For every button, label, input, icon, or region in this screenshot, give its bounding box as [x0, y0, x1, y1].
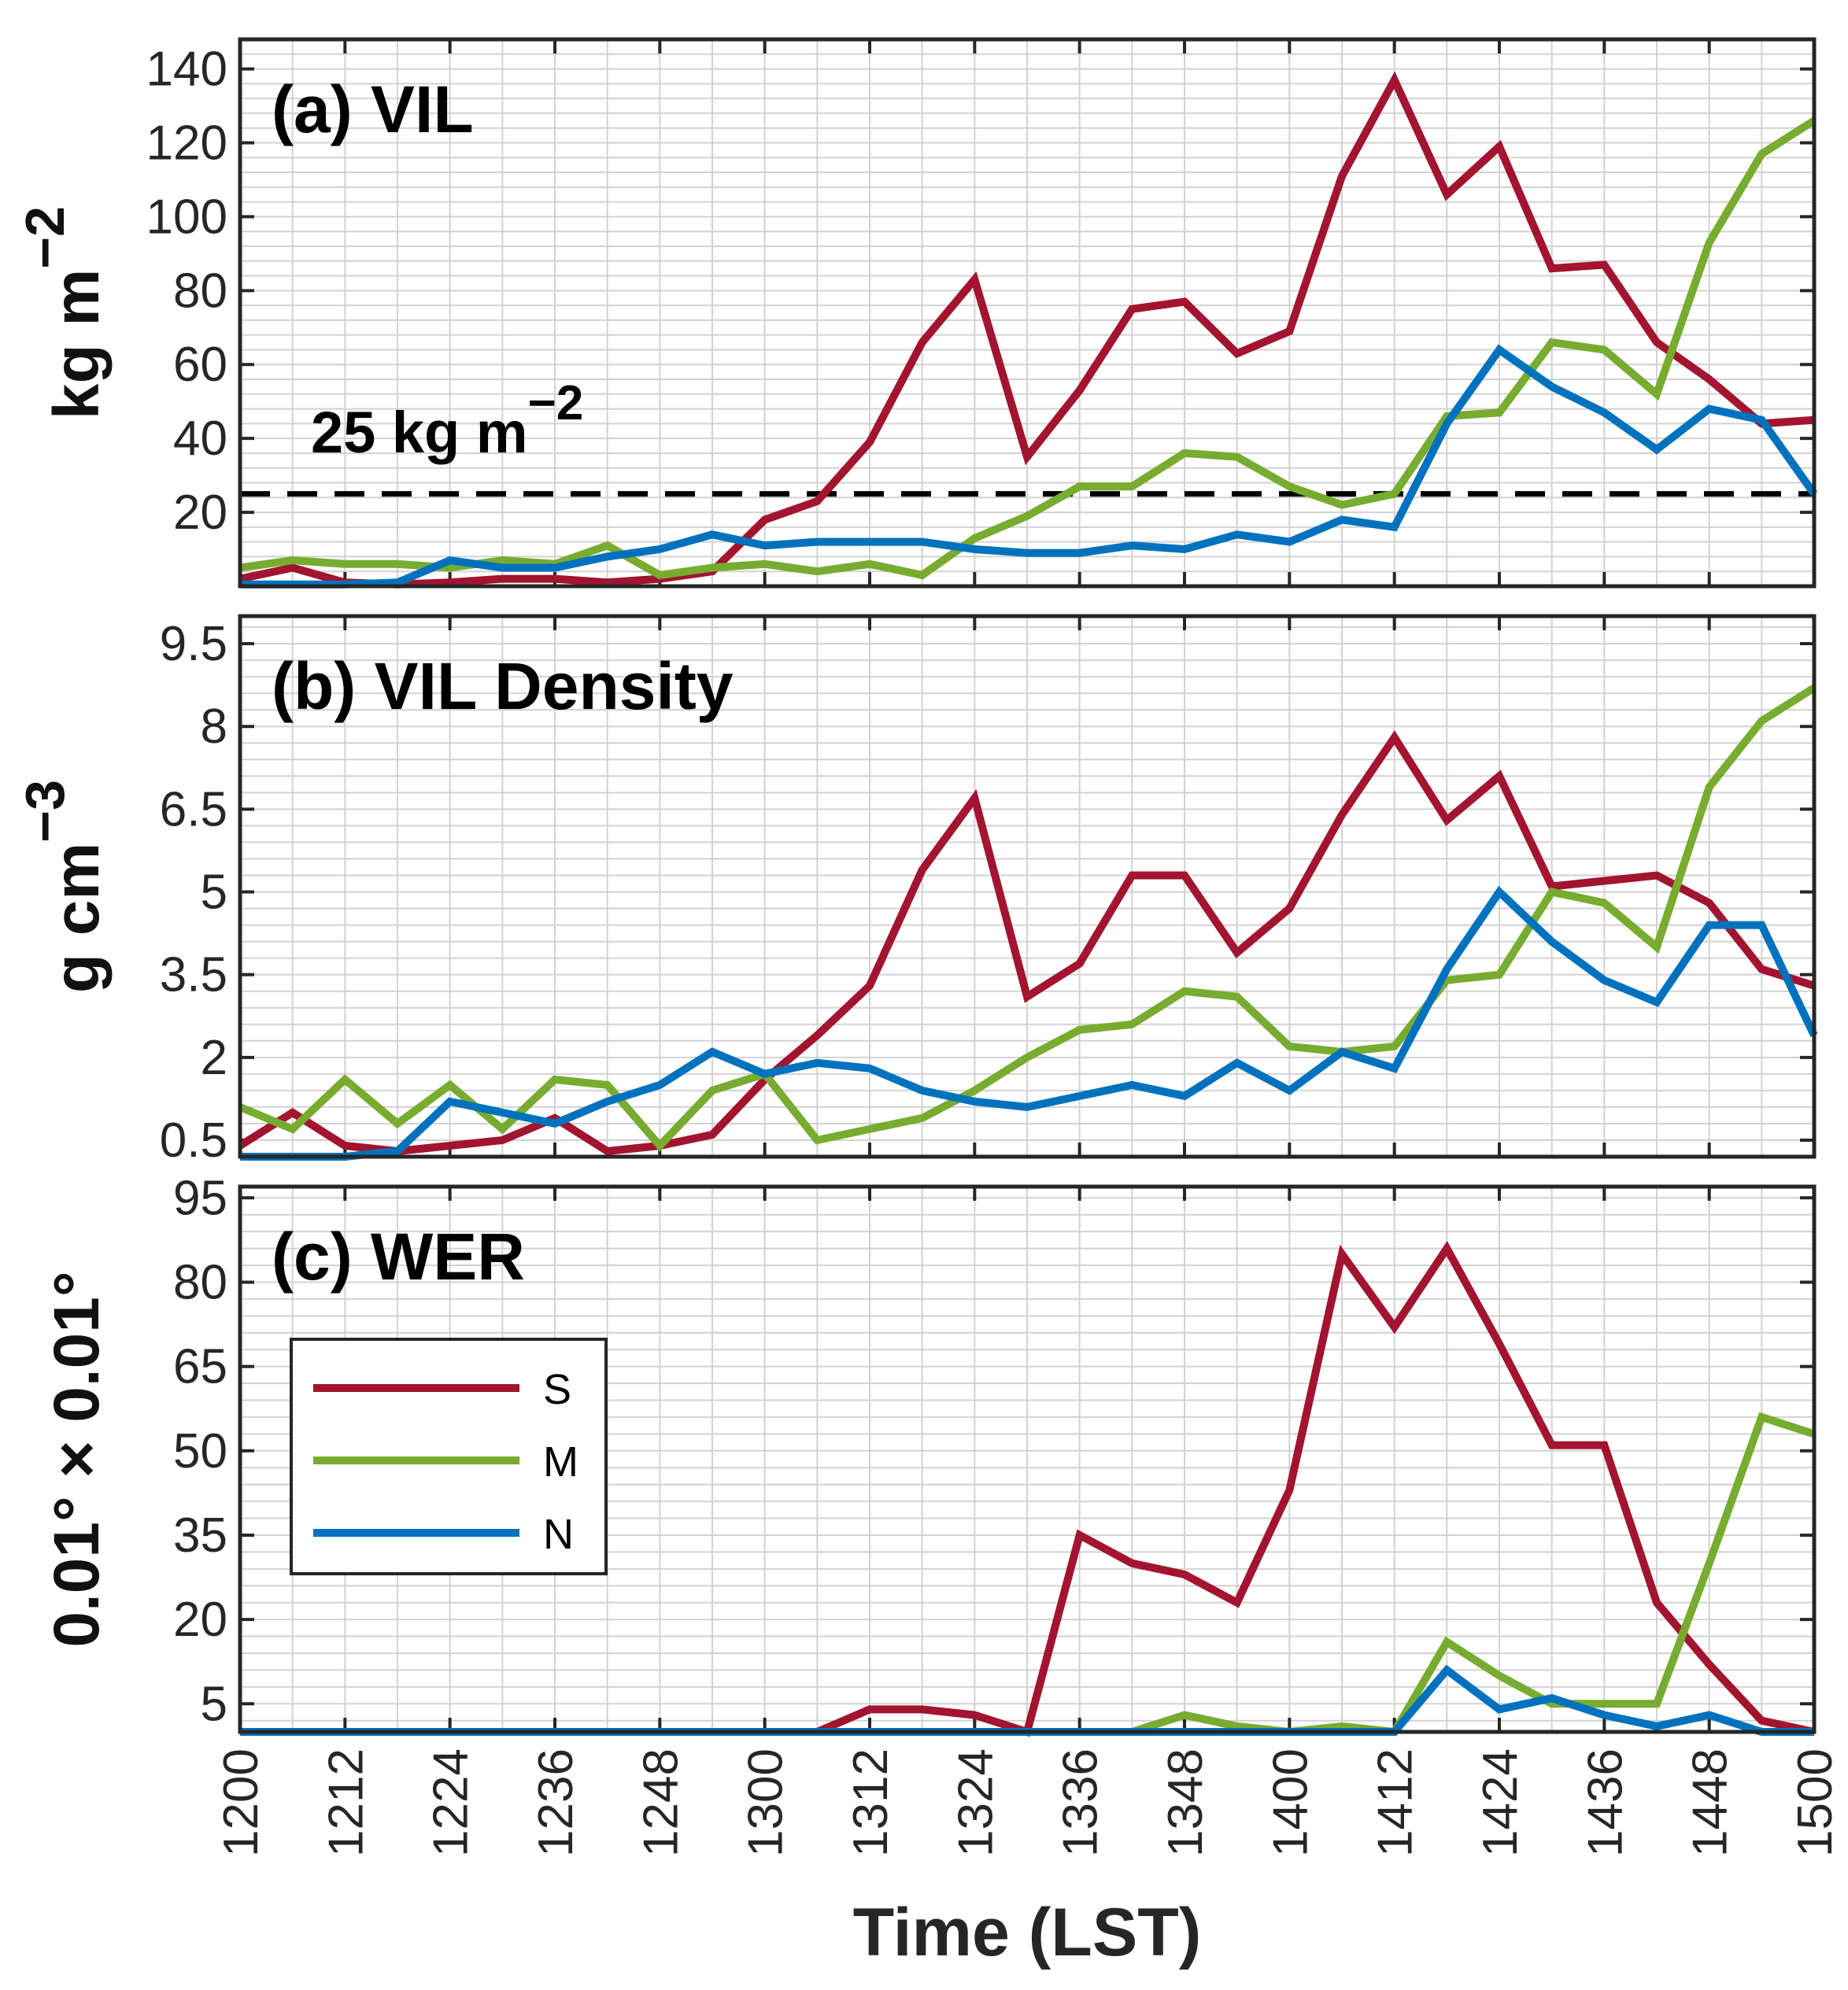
- threshold-label-superscript: −2: [528, 376, 584, 430]
- x-axis: 1200 1212 1224 1236 1248 1300 1312 1324 1336 1348…: [214, 1748, 1842, 1857]
- x-tick-label: 1348: [1159, 1748, 1213, 1857]
- panel-title: (a) VIL: [272, 72, 474, 146]
- legend-label-M: M: [543, 1438, 578, 1486]
- panel-b: 0.5 2 3.5 5 6.5 8 9.5 (b) VIL Density g cm−3: [14, 614, 1818, 1168]
- y-tick-label: 80: [173, 1255, 227, 1309]
- x-axis-label: Time (LST): [853, 1895, 1202, 1970]
- series-line-M: [239, 117, 1817, 580]
- x-tick-label: 1312: [844, 1748, 898, 1857]
- y-tick-label: 60: [173, 338, 227, 392]
- x-tick-label: 1412: [1369, 1748, 1423, 1857]
- y-tick-label: 50: [173, 1424, 227, 1479]
- y-axis-label-superscript: −2: [14, 206, 76, 269]
- legend: SMN: [290, 1338, 608, 1575]
- series-line-N: [240, 344, 1818, 589]
- legend-label-N: N: [543, 1511, 574, 1558]
- panel-title: (b) VIL Density: [272, 649, 734, 723]
- panel-frame: [238, 37, 1817, 589]
- x-tick-label: 1424: [1473, 1748, 1528, 1857]
- series-line-S: [238, 730, 1816, 1156]
- y-tick-label: 40: [173, 412, 227, 466]
- y-tick-label: 6.5: [160, 782, 227, 836]
- y-tick-label: 2: [201, 1031, 227, 1085]
- y-tick-label: 20: [173, 486, 227, 540]
- series-line-M: [238, 684, 1817, 1152]
- x-tick-label: 1236: [529, 1748, 583, 1857]
- x-tick-label: 1448: [1684, 1748, 1738, 1857]
- y-tick-label: 80: [173, 264, 227, 318]
- y-tick-label: 3.5: [160, 948, 227, 1002]
- x-tick-label: 1248: [634, 1748, 688, 1857]
- x-tick-label: 1500: [1788, 1748, 1842, 1857]
- y-tick-label: 5: [201, 1677, 227, 1731]
- y-axis-label-superscript: −3: [14, 780, 76, 843]
- y-tick-label: 120: [146, 116, 227, 170]
- y-tick-label: 8: [201, 700, 227, 754]
- x-tick-label: 1200: [214, 1748, 268, 1857]
- y-axis-label: kg m−2: [14, 206, 113, 419]
- y-tick-label: 65: [173, 1340, 227, 1394]
- y-tick-label: 35: [173, 1508, 227, 1563]
- y-tick-label: 9.5: [160, 617, 227, 671]
- y-tick-label: 95: [173, 1171, 227, 1225]
- panel-title: (c) WER: [272, 1220, 525, 1294]
- y-tick-label: 100: [146, 190, 227, 244]
- y-tick-label: 5: [201, 866, 227, 920]
- x-tick-label: 1336: [1054, 1748, 1108, 1857]
- x-tick-label: 1224: [424, 1748, 479, 1857]
- x-tick-label: 1212: [319, 1748, 373, 1857]
- x-tick-label: 1400: [1263, 1748, 1318, 1857]
- y-axis-label: g cm−3: [14, 780, 113, 993]
- x-tick-label: 1300: [739, 1748, 793, 1857]
- y-tick-label: 20: [173, 1593, 227, 1647]
- panel-frame: [238, 614, 1817, 1159]
- series-line-N: [240, 885, 1818, 1161]
- legend-label-S: S: [543, 1366, 571, 1413]
- x-tick-label: 1324: [948, 1748, 1003, 1857]
- series-line-S: [238, 71, 1815, 589]
- y-tick-label: 0.5: [160, 1113, 227, 1168]
- x-tick-label: 1436: [1578, 1748, 1632, 1857]
- y-axis-label: 0.01° × 0.01°: [41, 1271, 113, 1647]
- panel-frame: [238, 1184, 1817, 1734]
- y-tick-label: 140: [146, 42, 227, 97]
